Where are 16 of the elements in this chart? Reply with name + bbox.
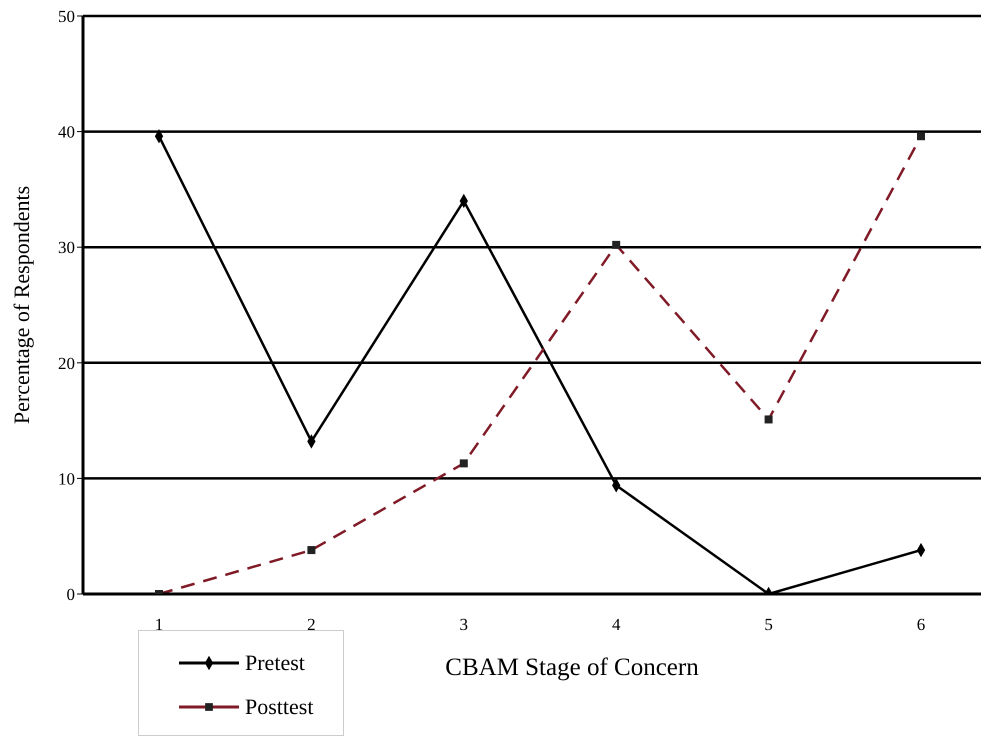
- x-tick-label: 2: [307, 615, 316, 634]
- y-tick-label: 0: [66, 585, 75, 604]
- x-tick-label: 6: [916, 615, 926, 634]
- legend-label: Posttest: [245, 694, 314, 720]
- y-axis-title: Percentage of Respondents: [8, 186, 34, 424]
- y-tick-label: 50: [58, 7, 75, 26]
- x-tick-label: 3: [460, 615, 468, 634]
- y-tick-label: 40: [58, 122, 75, 142]
- legend-label: Pretest: [245, 650, 305, 676]
- x-tick-label: 5: [764, 615, 773, 634]
- x-tick-label: 4: [612, 615, 621, 634]
- x-axis-title: CBAM Stage of Concern: [445, 654, 700, 681]
- y-tick-label: 30: [58, 238, 75, 258]
- y-tick-label: 10: [58, 469, 75, 488]
- x-tick-label: 1: [154, 615, 164, 634]
- y-tick-label: 20: [58, 354, 75, 373]
